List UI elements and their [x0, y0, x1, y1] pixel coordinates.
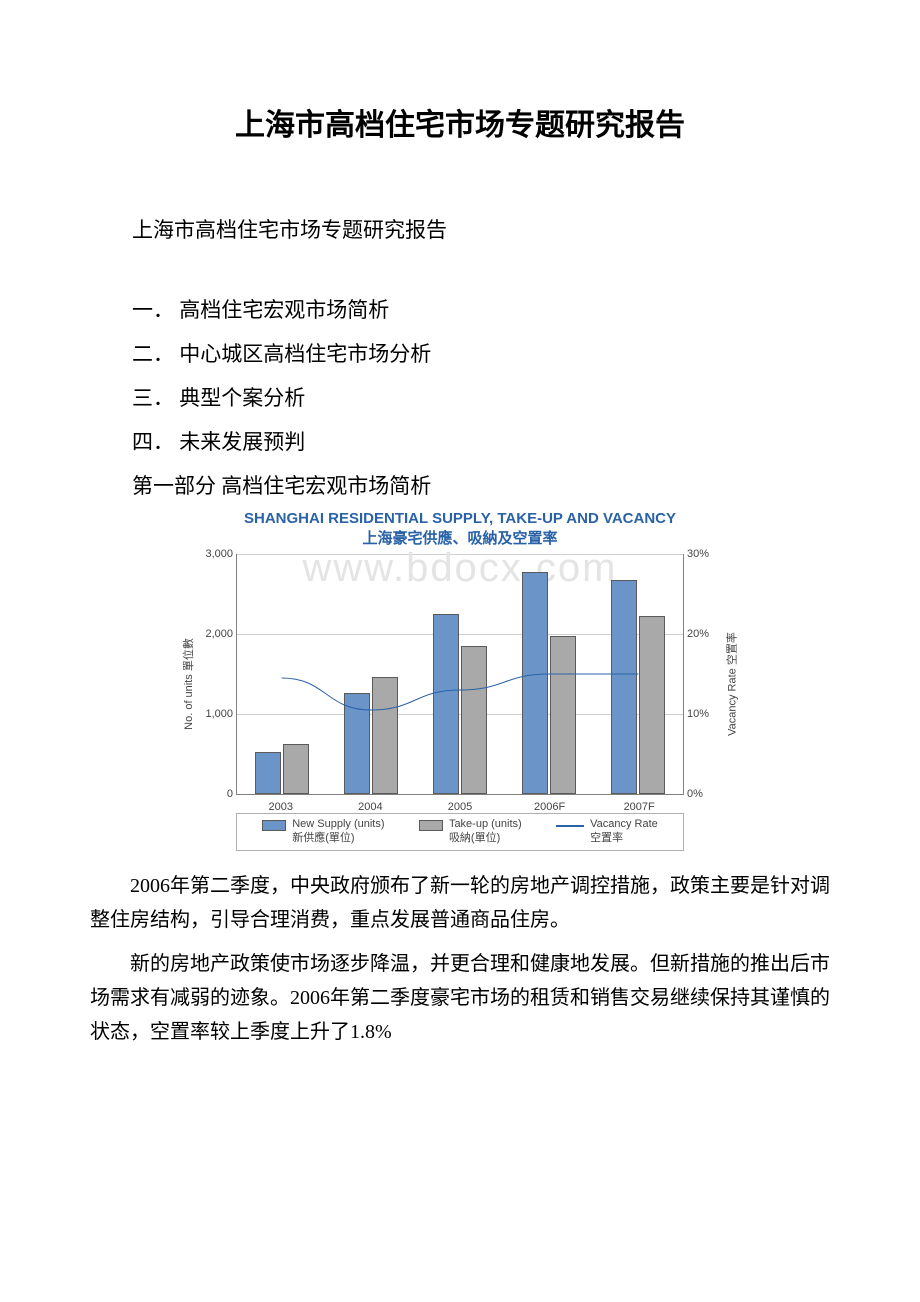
y-left-tick: 0 — [193, 788, 233, 800]
toc-item-1: 一． 高档住宅宏观市场简析 — [90, 294, 830, 324]
toc-item-2: 二． 中心城区高档住宅市场分析 — [90, 338, 830, 368]
legend-text-takeup: Take-up (units)吸納(單位) — [449, 818, 522, 846]
bar-take-up — [372, 677, 398, 794]
legend-new-supply: New Supply (units)新供應(單位) — [262, 818, 384, 846]
y-right-tick: 10% — [687, 708, 723, 720]
chart-container: SHANGHAI RESIDENTIAL SUPPLY, TAKE-UP AND… — [180, 510, 740, 851]
y-right-tick: 30% — [687, 548, 723, 560]
y-right-tick: 20% — [687, 628, 723, 640]
paragraph-2: 新的房地产政策使市场逐步降温，并更合理和健康地发展。但新措施的推出后市场需求有减… — [90, 947, 830, 1049]
bar-new-supply — [255, 752, 281, 794]
x-axis-tick: 2006F — [505, 795, 595, 813]
bar-take-up — [639, 616, 665, 794]
bar-new-supply — [344, 693, 370, 794]
legend-vacancy: Vacancy Rate空置率 — [556, 818, 658, 846]
chart-title-en: SHANGHAI RESIDENTIAL SUPPLY, TAKE-UP AND… — [180, 510, 740, 527]
y-axis-right-label: Vacancy Rate 空置率 — [724, 632, 740, 736]
bar-group — [237, 554, 326, 794]
chart-bars-row — [237, 554, 683, 794]
x-axis-tick: 2007F — [594, 795, 684, 813]
chart-title-cn: 上海豪宅供應、吸納及空置率 — [180, 527, 740, 548]
chart-x-axis: 2003200420052006F2007F — [236, 794, 684, 813]
bar-take-up — [283, 744, 309, 794]
bar-group — [594, 554, 683, 794]
bar-group — [415, 554, 504, 794]
document-title: 上海市高档住宅市场专题研究报告 — [90, 100, 830, 144]
legend-text-vacancy: Vacancy Rate空置率 — [590, 818, 658, 846]
y-left-tick: 3,000 — [193, 548, 233, 560]
paragraph-1: 2006年第二季度，中央政府颁布了新一轮的房地产调控措施，政策主要是针对调整住房… — [90, 869, 830, 937]
chart-legend: New Supply (units)新供應(單位) Take-up (units… — [236, 813, 684, 851]
x-axis-tick: 2005 — [415, 795, 505, 813]
section-1-heading: 第一部分 高档住宅宏观市场简析 — [90, 470, 830, 500]
bar-group — [505, 554, 594, 794]
bar-new-supply — [522, 572, 548, 794]
legend-line-vacancy — [556, 825, 584, 827]
bar-take-up — [550, 636, 576, 794]
bar-new-supply — [611, 580, 637, 794]
chart-plot-area: 01,0002,0003,0000%10%20%30% — [236, 554, 684, 794]
legend-swatch-supply — [262, 820, 286, 831]
y-left-tick: 2,000 — [193, 628, 233, 640]
legend-take-up: Take-up (units)吸納(單位) — [419, 818, 522, 846]
x-axis-tick: 2004 — [326, 795, 416, 813]
toc-item-3: 三． 典型个案分析 — [90, 382, 830, 412]
bar-new-supply — [433, 614, 459, 794]
x-axis-tick: 2003 — [236, 795, 326, 813]
bar-group — [326, 554, 415, 794]
toc-item-4: 四． 未来发展预判 — [90, 426, 830, 456]
y-left-tick: 1,000 — [193, 708, 233, 720]
legend-swatch-takeup — [419, 820, 443, 831]
bar-take-up — [461, 646, 487, 794]
legend-text-supply: New Supply (units)新供應(單位) — [292, 818, 384, 846]
document-subtitle: 上海市高档住宅市场专题研究报告 — [90, 214, 830, 244]
y-right-tick: 0% — [687, 788, 723, 800]
